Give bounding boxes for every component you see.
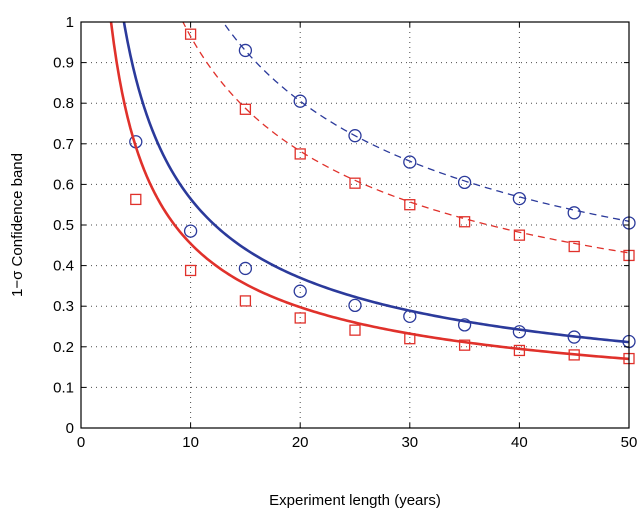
x-tick-label: 40	[511, 434, 528, 451]
x-axis-title: Experiment length (years)	[269, 492, 441, 509]
y-tick-label: 0.3	[53, 298, 74, 315]
y-tick-label: 0.9	[53, 55, 74, 72]
y-tick-label: 0	[66, 420, 74, 437]
grid	[81, 22, 629, 428]
point-marker	[238, 261, 253, 276]
point-marker	[184, 264, 197, 277]
point-marker	[404, 333, 416, 345]
x-tick-label: 50	[621, 434, 638, 451]
point-marker	[238, 43, 253, 58]
y-tick-label: 0.7	[53, 136, 74, 153]
y-tick-label: 0.1	[53, 379, 74, 396]
y-tick-label: 1	[66, 14, 74, 31]
point-marker	[403, 309, 417, 324]
point-marker	[513, 344, 526, 357]
point-marker	[239, 295, 252, 307]
y-tick-label: 0.6	[53, 176, 74, 193]
point-marker	[348, 129, 362, 143]
point-marker	[458, 339, 471, 351]
point-marker	[403, 155, 417, 169]
x-tick-label: 30	[401, 434, 418, 451]
x-tick-label: 0	[77, 434, 85, 451]
point-marker	[349, 177, 361, 189]
point-marker	[568, 240, 580, 253]
point-marker	[513, 229, 526, 241]
series-1	[182, 22, 635, 262]
series-2	[122, 22, 636, 349]
point-marker	[183, 224, 198, 238]
point-marker	[458, 216, 471, 228]
point-marker	[294, 312, 306, 324]
y-axis-title: 1−σ Confidence band	[9, 153, 26, 297]
x-tick-label: 20	[292, 434, 309, 451]
x-tick-label: 10	[182, 434, 199, 451]
point-marker	[512, 191, 527, 206]
point-marker	[567, 330, 581, 344]
point-marker	[404, 199, 416, 211]
y-tick-label: 0.5	[53, 217, 74, 234]
point-marker	[293, 284, 307, 298]
series-layer	[109, 22, 636, 365]
point-marker	[568, 349, 580, 361]
y-tick-label: 0.8	[53, 95, 74, 112]
series-line-1	[182, 22, 629, 254]
point-marker	[130, 193, 142, 206]
point-marker	[184, 28, 197, 40]
y-tick-label: 0.2	[53, 339, 74, 356]
series-3	[109, 22, 635, 365]
point-marker	[512, 325, 527, 339]
point-marker	[239, 103, 252, 115]
point-marker	[293, 94, 307, 108]
point-marker	[457, 318, 472, 332]
series-line-2	[122, 22, 629, 344]
point-marker	[348, 298, 362, 313]
point-marker	[349, 324, 361, 336]
point-marker	[294, 148, 306, 160]
point-marker	[567, 206, 581, 220]
point-marker	[457, 175, 472, 190]
ticks: 0 10 20 30 40 50 0 0.1 0.2 0.3 0.4 0.5 0.6 0.7 0.8 0.9 1	[53, 14, 637, 451]
y-tick-label: 0.4	[53, 258, 74, 275]
series-line-3	[109, 22, 629, 361]
